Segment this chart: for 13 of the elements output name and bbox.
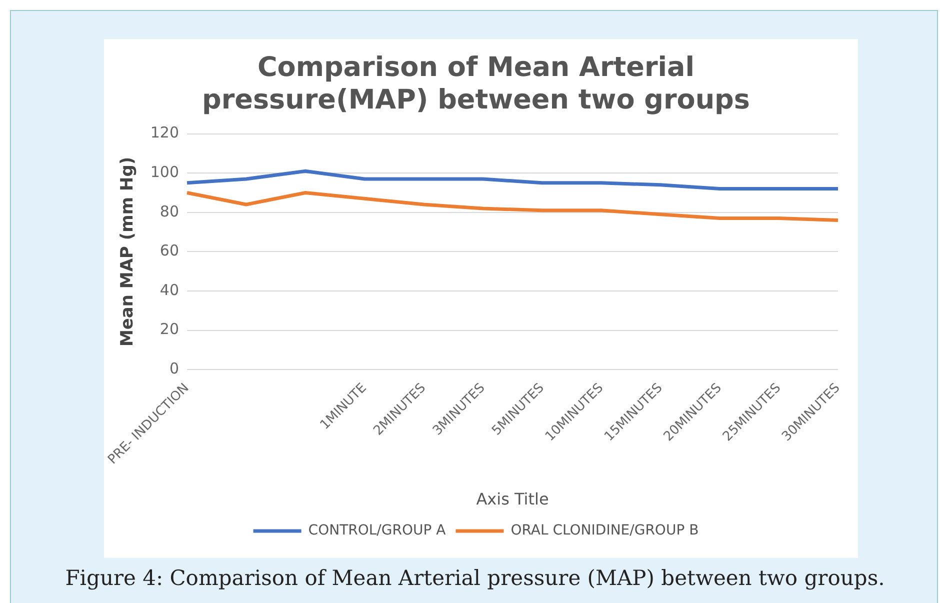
y-tick-label: 120 <box>150 124 180 142</box>
y-tick-label: 40 <box>160 280 180 299</box>
legend-label: CONTROL/GROUP A <box>308 522 446 539</box>
y-tick-label: 80 <box>160 202 180 220</box>
y-tick-label: 100 <box>150 162 180 181</box>
y-tick-label: 20 <box>160 320 180 338</box>
x-axis-title: Axis Title <box>476 490 549 509</box>
y-tick-label: 60 <box>160 242 180 260</box>
y-tick-label: 0 <box>169 359 180 378</box>
chart-title: Comparison of Mean Arterial pressure(MAP) between two groups <box>202 52 750 116</box>
caption: Figure 4: Comparison of Mean Arterial pressure (MAP) between two groups. <box>64 566 886 590</box>
legend-label: ORAL CLONIDINE/GROUP B <box>510 522 699 539</box>
y-axis-title: Mean MAP (mm Hg) <box>118 156 138 347</box>
